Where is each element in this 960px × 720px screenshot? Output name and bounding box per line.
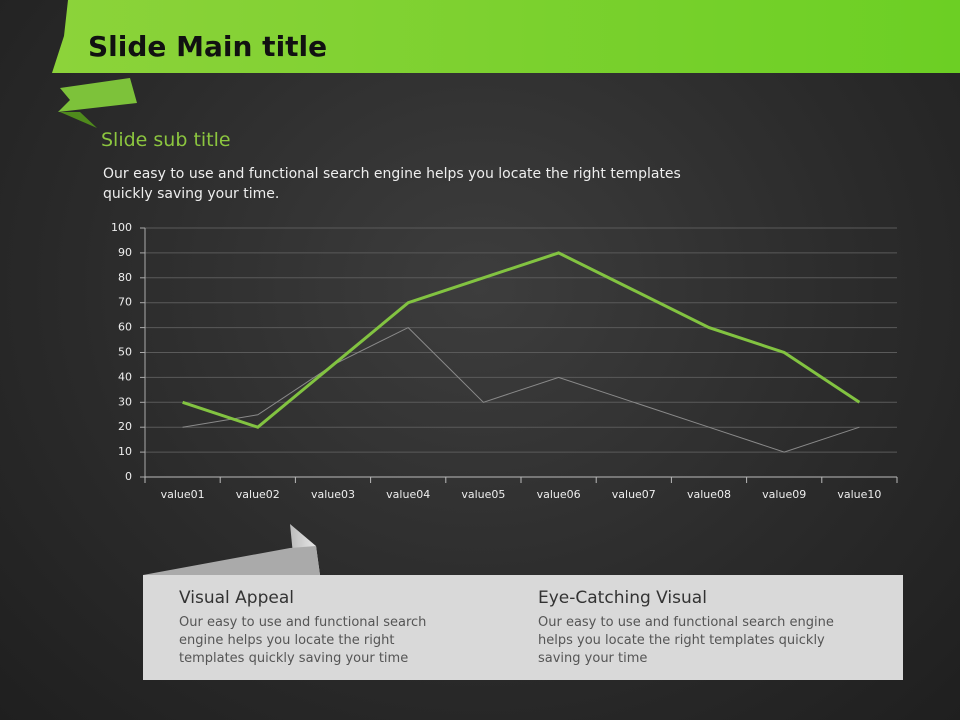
- x-tick-label: value09: [762, 488, 806, 501]
- y-tick-label: 40: [118, 370, 132, 383]
- info-box: Eye-Catching Visual Our easy to use and …: [538, 588, 838, 668]
- y-tick-label: 70: [118, 296, 132, 309]
- y-tick-label: 30: [118, 395, 132, 408]
- box-text: Our easy to use and functional search en…: [538, 615, 834, 666]
- y-tick-label: 0: [125, 470, 132, 483]
- slide-subtitle: Slide sub title: [101, 129, 231, 151]
- x-tick-label: value01: [161, 488, 205, 501]
- slide-title: Slide Main title: [88, 30, 328, 63]
- x-tick-label: value04: [386, 488, 430, 501]
- x-tick-label: value02: [236, 488, 280, 501]
- x-tick-label: value05: [461, 488, 505, 501]
- box-text: Our easy to use and functional search en…: [179, 615, 427, 666]
- y-tick-label: 80: [118, 271, 132, 284]
- y-tick-label: 60: [118, 321, 132, 334]
- x-tick-label: value10: [837, 488, 881, 501]
- description: Our easy to use and functional search en…: [103, 166, 681, 202]
- data-line: [182, 326, 860, 453]
- y-tick-label: 50: [118, 346, 132, 359]
- y-tick-label: 10: [118, 445, 132, 458]
- data-line: [182, 251, 861, 429]
- y-tick-label: 100: [111, 221, 132, 234]
- x-tick-label: value08: [687, 488, 731, 501]
- y-tick-label: 20: [118, 420, 132, 433]
- y-tick-label: 90: [118, 246, 132, 259]
- box-heading: Eye-Catching Visual: [538, 588, 707, 608]
- x-tick-label: value06: [537, 488, 581, 501]
- x-tick-label: value03: [311, 488, 355, 501]
- x-tick-label: value07: [612, 488, 656, 501]
- box-heading: Visual Appeal: [179, 588, 294, 608]
- info-box: Visual Appeal Our easy to use and functi…: [179, 588, 449, 668]
